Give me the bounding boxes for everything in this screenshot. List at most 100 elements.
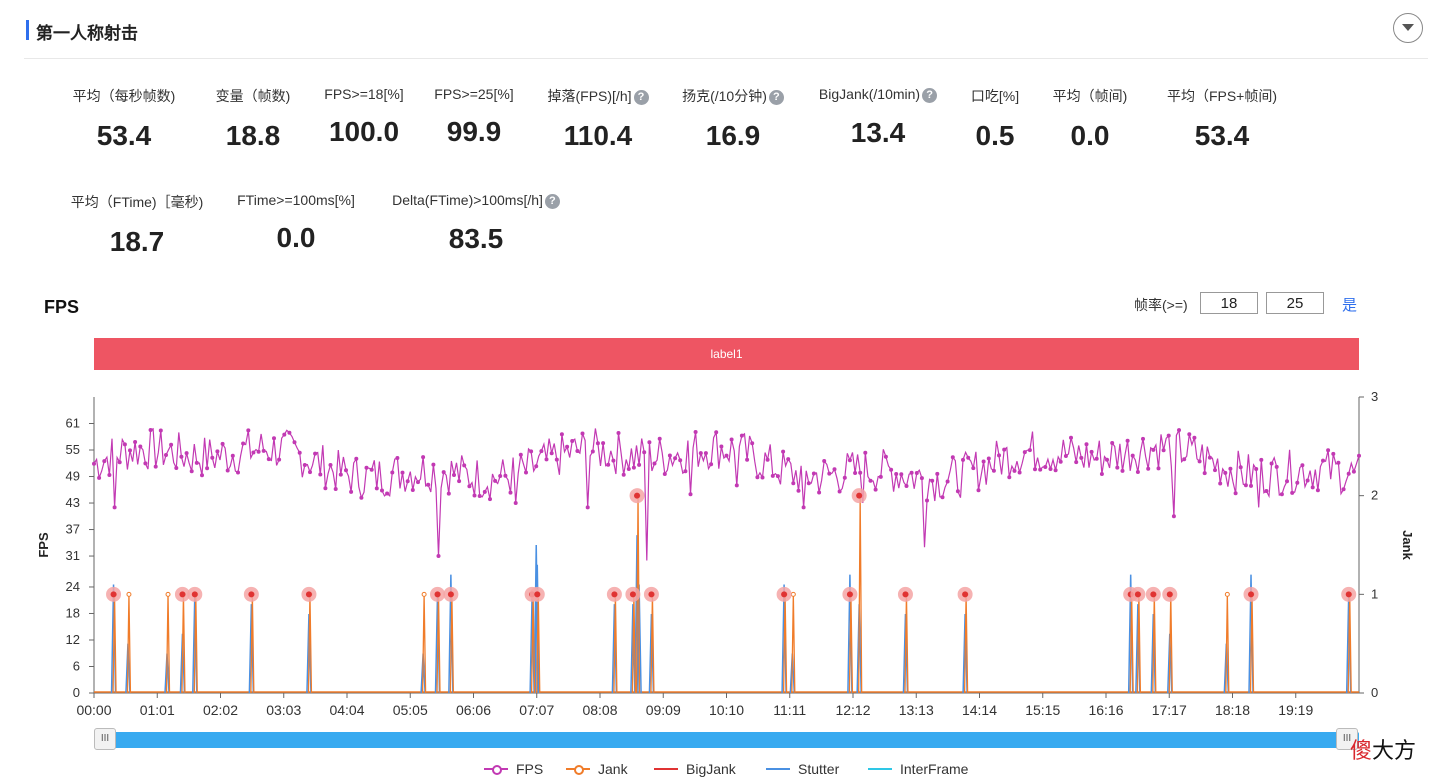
collapse-button[interactable] <box>1393 13 1423 43</box>
time-range-slider[interactable]: III III <box>94 728 1359 752</box>
slider-track[interactable] <box>94 732 1359 748</box>
fps-point <box>1223 470 1228 475</box>
frame-rate-high-input[interactable] <box>1266 292 1324 314</box>
chevron-down-icon <box>1402 24 1414 31</box>
fps-point <box>781 449 786 454</box>
fps-point <box>380 488 384 493</box>
fps-point <box>297 450 302 455</box>
legend-label-interframe: InterFrame <box>900 761 969 777</box>
fps-point <box>107 473 112 477</box>
fps-point <box>601 441 606 446</box>
bigjank-point <box>179 591 186 598</box>
fps-point <box>529 449 534 454</box>
fps-point <box>354 456 359 461</box>
frame-rate-low-input[interactable] <box>1200 292 1258 314</box>
fps-point <box>1074 460 1079 465</box>
legend-marker-jank <box>566 762 590 776</box>
fps-point <box>1007 475 1012 480</box>
stat-value: 53.4 <box>96 120 152 151</box>
legend-marker-stutter <box>766 762 790 776</box>
fps-point <box>97 475 102 480</box>
frame-rate-filter-label: 帧率(>=) <box>1134 297 1188 313</box>
fps-point <box>817 490 822 495</box>
bigjank-point <box>110 591 117 598</box>
bigjank-point <box>1150 591 1157 598</box>
fps-point <box>1346 471 1351 476</box>
stat-label: FPS>=18[%] <box>324 86 404 102</box>
legend-item-fps[interactable]: FPS <box>484 761 543 777</box>
fps-point <box>1130 453 1135 458</box>
fps-point <box>930 478 935 483</box>
fps-point <box>117 460 122 465</box>
slider-end-handle[interactable]: III <box>1336 728 1358 750</box>
watermark: 傻大方 <box>1350 739 1417 764</box>
stat-stats_row1-7: 口吃[%] 0.5 <box>885 86 1105 152</box>
x-tick-label: 03:03 <box>266 702 301 718</box>
help-icon[interactable]: ? <box>544 194 560 209</box>
fps-point <box>919 476 924 481</box>
fps-point <box>991 468 996 473</box>
fps-point <box>986 456 991 461</box>
fps-point <box>606 462 611 467</box>
fps-point <box>1279 492 1284 497</box>
legend-item-interframe[interactable]: InterFrame <box>868 761 968 777</box>
fps-point <box>909 470 914 475</box>
help-icon[interactable]: ? <box>768 90 784 105</box>
section-title: 第一人称射击 <box>36 24 138 43</box>
fps-point <box>1264 489 1269 493</box>
fps-point <box>1218 481 1223 486</box>
fps-point <box>811 471 816 476</box>
fps-point <box>832 467 837 472</box>
fps-point <box>801 505 806 510</box>
fps-point <box>369 467 374 472</box>
fps-point <box>1259 457 1264 462</box>
stat-label: 变量（帧数) <box>215 88 291 104</box>
fps-point <box>122 442 127 447</box>
stat-label: 平均（FTime)［毫秒) <box>70 194 204 210</box>
fps-point <box>703 451 708 456</box>
fps-point <box>739 433 744 438</box>
legend-item-stutter[interactable]: Stutter <box>766 761 839 777</box>
fps-point <box>1290 490 1295 495</box>
slider-start-handle[interactable]: III <box>94 728 116 750</box>
fps-point <box>1197 459 1202 464</box>
fps-point <box>524 470 528 475</box>
x-tick-label: 17:17 <box>1152 702 1187 718</box>
fps-point <box>225 468 230 473</box>
fps-point <box>174 466 179 470</box>
fps-point <box>1182 457 1187 462</box>
fps-point <box>282 432 287 437</box>
fps-point <box>950 455 955 460</box>
stat-stats_row1-4: 掉落(FPS)[/h]? 110.4 <box>488 86 708 152</box>
fps-point <box>770 473 775 478</box>
fps-point <box>323 486 328 491</box>
fps-point <box>318 472 323 477</box>
fps-point <box>791 481 796 486</box>
fps-point <box>765 457 770 462</box>
fps-point <box>997 453 1001 458</box>
fps-point <box>349 489 354 494</box>
y-tick-label: 61 <box>66 416 80 431</box>
fps-point <box>1300 463 1305 468</box>
fps-point <box>868 478 873 483</box>
fps-point <box>1187 432 1192 437</box>
help-icon[interactable]: ? <box>922 88 938 103</box>
fps-point <box>246 428 251 433</box>
bigjank-point <box>1166 591 1173 598</box>
label-segment-bar[interactable]: label1 <box>94 338 1359 370</box>
x-tick-label: 04:04 <box>329 702 364 718</box>
fps-point <box>673 456 678 461</box>
help-icon[interactable]: ? <box>633 90 649 105</box>
legend-item-bigjank[interactable]: BigJank <box>654 761 736 777</box>
legend-item-jank[interactable]: Jank <box>566 761 628 777</box>
fps-point <box>1274 464 1279 469</box>
jank-point <box>126 591 132 597</box>
section-header: 第一人称射击 <box>24 0 1428 59</box>
x-tick-label: 08:08 <box>582 702 617 718</box>
y-tick-label: 55 <box>66 442 80 457</box>
confirm-link[interactable]: 是 <box>1342 297 1358 314</box>
x-tick-label: 18:18 <box>1215 702 1250 718</box>
fps-point <box>549 451 554 456</box>
fps-point <box>477 494 482 498</box>
